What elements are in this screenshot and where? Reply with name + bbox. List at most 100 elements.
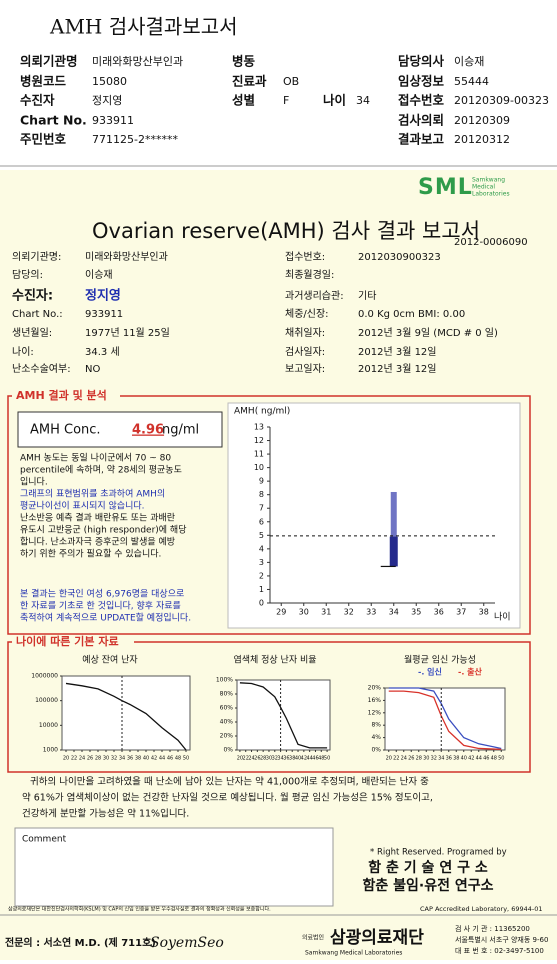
x-tick-label: 28 — [416, 756, 422, 762]
contact-line: 대 표 번 호 : 02-3497-5100 — [455, 946, 544, 955]
x-tick-label: 33 — [366, 608, 376, 617]
logo-sub: Samkwang — [472, 177, 505, 184]
field-label: 주민번호 — [20, 132, 67, 147]
info-label: 담당의: — [12, 269, 43, 281]
y-tick-label: 12% — [368, 709, 382, 716]
field-value: 정지영 — [92, 94, 122, 107]
conc-value: 4.96 — [132, 423, 164, 438]
field-value: 933911 — [92, 114, 134, 127]
x-tick-label: 29 — [276, 608, 286, 617]
y-tick-label: 0 — [259, 599, 264, 608]
x-tick-label: 50 — [324, 756, 330, 762]
x-tick-label: 36 — [283, 756, 289, 762]
x-tick-label: 48 — [175, 756, 181, 762]
conc-box — [17, 411, 223, 448]
org-sub: Samkwang Medical Laboratories — [305, 950, 402, 957]
x-tick-label: 50 — [498, 756, 504, 762]
y-tick-label: 4% — [371, 734, 381, 741]
comment-box — [14, 827, 334, 907]
chart-title: 월평균 임신 가능성 — [404, 654, 476, 666]
plot-area — [236, 679, 331, 751]
y-tick-label: 11 — [254, 450, 264, 459]
info-value: 2012030900323 — [358, 252, 441, 263]
y-tick-label: 3 — [259, 558, 264, 567]
conc-label: AMH Conc. — [30, 423, 101, 438]
y-tick-label: 2 — [259, 571, 264, 580]
x-tick-label: 30 — [266, 756, 272, 762]
x-tick-label: 22 — [243, 756, 249, 762]
plot-area — [384, 687, 506, 751]
x-tick-label: 38 — [479, 608, 489, 617]
chart-title: 예상 잔여 난자 — [82, 654, 138, 666]
basic-box — [7, 641, 531, 773]
info-label: Chart No.: — [12, 309, 63, 320]
field-value: 미래와화망산부인과 — [92, 55, 183, 68]
field-label: 임상정보 — [398, 74, 445, 89]
org-prefix: 의료법인 — [302, 934, 324, 942]
x-tick-label: 40 — [295, 756, 301, 762]
field-value: F — [283, 94, 289, 107]
y-tick-label: 8 — [259, 490, 264, 499]
y-tick-label: 12 — [254, 436, 264, 445]
y-tick-label: 100% — [216, 677, 233, 684]
header-bg — [0, 0, 557, 166]
x-tick-label: 20 — [386, 756, 392, 762]
x-tick-label: 38 — [289, 756, 295, 762]
y-tick-label: 60% — [220, 705, 234, 712]
info-label: 접수번호: — [285, 251, 325, 263]
info-value: 2012년 3월 12일 — [358, 346, 437, 358]
info-value: 1977년 11월 25일 — [85, 327, 170, 339]
x-tick-label: 20 — [237, 756, 243, 762]
info-value: 미래와화망산부인과 — [85, 251, 168, 263]
chart-title: 염색체 정상 난자 비율 — [233, 655, 316, 666]
x-tick-label: 32 — [431, 756, 437, 762]
header-title: AMH 검사결과보고서 — [49, 15, 238, 39]
x-tick-label: 26 — [87, 756, 93, 762]
y-tick-label: 0% — [371, 747, 381, 754]
summary-line: 건강하게 분만할 가능성은 약 11%입니다. — [22, 808, 189, 820]
x-tick-label: 38 — [453, 756, 459, 762]
credit-line: 함 춘 기 술 연 구 소 — [368, 859, 488, 876]
info-label: 수진자: — [12, 288, 53, 304]
org: 삼광의료재단 — [330, 928, 424, 948]
note-line: 그래프의 표현범위를 초과하여 AMH의 — [20, 488, 165, 500]
info-value: 2012년 3월 12일 — [358, 363, 437, 375]
note-line: percentile에 속하며, 약 28세의 평균농도 — [20, 464, 182, 476]
y-tick-label: 10 — [254, 463, 264, 472]
field-label: 진료과 — [232, 74, 267, 89]
comment-label: Comment — [22, 835, 67, 845]
x-tick-label: 50 — [183, 756, 189, 762]
x-tick-label: 36 — [127, 756, 133, 762]
doctor: 전문의 : 서소연 M.D. (제 711호) — [5, 936, 156, 949]
plot-area — [61, 675, 191, 751]
report-number: 2012-0006090 — [454, 237, 528, 248]
x-tick-label: 24 — [79, 756, 85, 762]
note-line: 평균나이선이 표시되지 않습니다. — [20, 501, 145, 512]
field-value: 20120309-00323 — [454, 94, 549, 107]
note-line: 하기 위한 주의가 필요할 수 있습니다. — [20, 548, 161, 560]
field-label: 병원코드 — [20, 74, 67, 89]
y-tick-label: 8% — [371, 722, 381, 729]
x-tick-label: 34 — [277, 756, 283, 762]
line-series — [239, 682, 328, 749]
x-tick-label: 30 — [423, 756, 429, 762]
y-tick-label: 13 — [254, 423, 264, 432]
credit-line: * Right Reserved. Programed by — [370, 848, 507, 858]
contact-line: 검 사 기 관 : 11365200 — [455, 924, 530, 933]
y-tick-label: 20% — [368, 685, 382, 692]
info-label: 채취일자: — [285, 327, 325, 339]
x-tick-label: 22 — [393, 756, 399, 762]
section-heading: AMH 결과 및 분석 — [16, 388, 107, 402]
y-tick-label: 40% — [220, 719, 234, 726]
y-tick-label: 4 — [259, 544, 264, 553]
field-label: 접수번호 — [398, 93, 445, 108]
x-tick-label: 32 — [272, 756, 278, 762]
field-value: OB — [283, 75, 299, 88]
x-tick-label: 42 — [301, 756, 307, 762]
field-label: 검사의뢰 — [398, 113, 444, 128]
x-tick-label: 28 — [260, 756, 266, 762]
field-label: Chart No. — [20, 113, 87, 128]
x-tick-label: 34 — [438, 756, 444, 762]
x-tick-label: 22 — [71, 756, 77, 762]
y-tick-label: 6 — [259, 517, 264, 526]
